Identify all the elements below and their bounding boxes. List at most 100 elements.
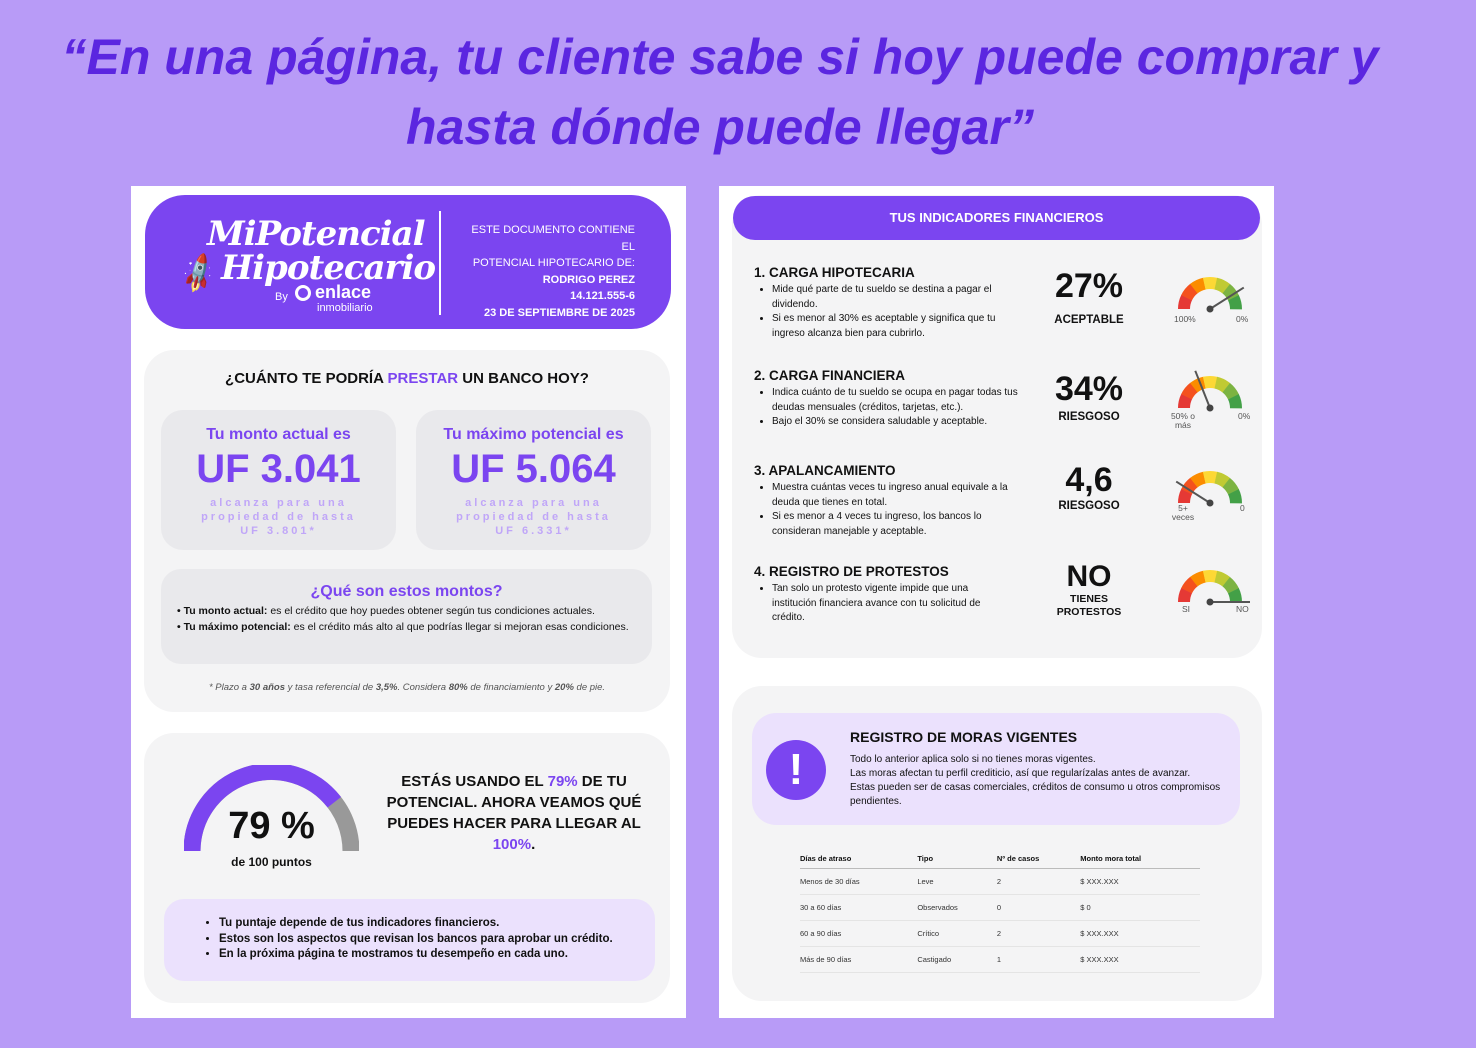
gauge-left-label: 100% xyxy=(1174,314,1196,324)
indicators-card: TUS INDICADORES FINANCIEROS 1. CARGA HIP… xyxy=(732,195,1262,658)
score-note: En la próxima página te mostramos tu des… xyxy=(219,947,655,963)
logo-line1: MiPotencial xyxy=(207,214,426,254)
table-cell: $ 0 xyxy=(1080,894,1200,921)
explanation-item-text: es el crédito que hoy puedes obtener seg… xyxy=(267,605,595,617)
msg-b: 79% xyxy=(547,773,578,790)
enlace-logo-icon xyxy=(295,285,311,302)
indicator-bullet: Tan solo un protesto vigente impide que … xyxy=(772,582,1012,626)
score-note: Estos son los aspectos que revisan los b… xyxy=(219,932,655,948)
gauge-right-label: 0% xyxy=(1238,411,1251,421)
moras-card: ! REGISTRO DE MORAS VIGENTES Todo lo ant… xyxy=(732,686,1262,1001)
gauge-pivot xyxy=(1206,598,1214,606)
indicator-bullet: Si es menor al 30% es aceptable y signif… xyxy=(772,312,1030,341)
gauge-segment xyxy=(1214,570,1231,587)
gauge-segment xyxy=(1222,576,1239,594)
score-message: ESTÁS USANDO EL 79% DE TU POTENCIAL. AHO… xyxy=(384,771,644,855)
gauge-segment xyxy=(1227,295,1242,310)
indicator-protests: 4. REGISTRO DE PROTESTOS Tan solo un pro… xyxy=(754,560,1254,626)
header-info: ESTE DOCUMENTO CONTIENE EL POTENCIAL HIP… xyxy=(457,222,635,321)
table-cell: 2 xyxy=(996,920,1081,947)
table-cell: Castigado xyxy=(917,946,997,973)
table-header-row: Días de atraso Tipo Nº de casos Monto mo… xyxy=(800,851,1200,869)
header-divider xyxy=(439,211,441,315)
score-sub: de 100 puntos xyxy=(231,855,312,869)
gauge-right-label: 0 xyxy=(1240,503,1245,513)
table-cell: 60 a 90 días xyxy=(800,920,918,947)
msg-a: ESTÁS USANDO EL xyxy=(401,773,548,790)
loan-footnote: * Plazo a 30 años y tasa referencial de … xyxy=(144,682,670,693)
gauge-needle xyxy=(1194,370,1211,409)
indicator-bullet: Bajo el 30% se considera saludable y ace… xyxy=(772,415,1030,430)
table-cell: Observados xyxy=(917,894,997,921)
msg-e: . xyxy=(531,836,536,853)
table-row: 30 a 60 días Observados 0 $ 0 xyxy=(800,894,1200,921)
fn-g: de financiamiento y xyxy=(467,682,555,693)
headline-quote: “En una página, tu cliente sabe si hoy p… xyxy=(0,22,1440,162)
table-cell: 1 xyxy=(996,946,1081,973)
score-gauge-fill xyxy=(184,765,342,852)
score-value: 79 % xyxy=(228,805,315,847)
indicator-mortgage-load: 1. CARGA HIPOTECARIA Mide qué parte de t… xyxy=(754,265,1254,341)
max-amount-value: UF 5.064 xyxy=(451,447,616,491)
gauge-segment xyxy=(1181,283,1198,301)
indicator-bullet: Si es menor a 4 veces tu ingreso, los ba… xyxy=(772,510,1030,539)
gauge-right-label: 0% xyxy=(1236,314,1249,324)
headline-line1: “En una página, tu cliente sabe si hoy p… xyxy=(61,29,1379,85)
msg-c: DE TU POTENCIAL. AHORA VEAMOS QUÉ PUEDES… xyxy=(386,773,642,832)
gauge-segment xyxy=(1178,587,1193,603)
indicator-status: RIESGOSO xyxy=(1058,411,1120,423)
question-post: UN BANCO HOY? xyxy=(458,370,589,387)
indicator-gauge xyxy=(1178,570,1250,606)
table-cell: $ XXX.XXX xyxy=(1080,868,1200,895)
moras-line: Todo lo anterior aplica solo si no tiene… xyxy=(850,754,1096,765)
gauge-segment xyxy=(1227,588,1242,603)
indicator-value: 34% xyxy=(1054,370,1124,408)
column-header: Nº de casos xyxy=(996,851,1081,869)
fn-e: . Considera xyxy=(397,682,449,693)
gauge-segment xyxy=(1227,489,1242,504)
report-date: 23 DE SEPTIEMBRE DE 2025 xyxy=(483,306,635,319)
brand-logo: enlace inmobiliario xyxy=(295,283,373,315)
moras-title: REGISTRO DE MORAS VIGENTES xyxy=(850,729,1078,745)
indicator-gauge xyxy=(1178,370,1242,412)
moras-line: Las moras afectan tu perfil crediticio, … xyxy=(850,768,1191,779)
table-cell: Menos de 30 días xyxy=(800,868,918,895)
indicator-gauge xyxy=(1175,471,1242,507)
gauge-pivot xyxy=(1206,404,1214,412)
table-cell: Más de 90 días xyxy=(800,946,918,973)
column-header: Monto mora total xyxy=(1080,851,1200,869)
gauge-pivot xyxy=(1206,305,1214,313)
moras-warning: ! REGISTRO DE MORAS VIGENTES Todo lo ant… xyxy=(752,713,1240,825)
gauge-segment xyxy=(1214,376,1231,393)
current-amount-label: Tu monto actual es xyxy=(206,426,351,443)
gauge-segment xyxy=(1222,382,1239,400)
gauge-left-label: 50% o más xyxy=(1170,411,1196,430)
gauge-segment xyxy=(1227,394,1242,409)
gauge-segment xyxy=(1222,477,1239,495)
gauge-segment xyxy=(1178,488,1193,504)
gauge-segment xyxy=(1178,294,1193,310)
indicators-title: TUS INDICADORES FINANCIEROS xyxy=(733,196,1260,240)
question-highlight: PRESTAR xyxy=(387,370,459,387)
gauge-segment xyxy=(1202,277,1218,290)
moras-text: Todo lo anterior aplica solo si no tiene… xyxy=(850,753,1230,809)
score-card: 79 % de 100 puntos ESTÁS USANDO EL 79% D… xyxy=(144,733,670,1003)
gauge-pivot xyxy=(1206,499,1214,507)
gauge-right-label: NO xyxy=(1236,604,1249,614)
gauge-segment xyxy=(1190,570,1207,587)
gauge-segment xyxy=(1181,382,1198,400)
explanation-item-label: • Tu monto actual: xyxy=(177,605,268,617)
table-row: 60 a 90 días Crítico 2 $ XXX.XXX xyxy=(800,920,1200,947)
fn-i: de pie. xyxy=(573,682,606,693)
indicator-financial-load: 2. CARGA FINANCIERA Indica cuánto de tu … xyxy=(754,368,1254,430)
table-cell: Crítico xyxy=(917,920,997,947)
indicator-bullet: Indica cuánto de tu sueldo se ocupa en p… xyxy=(772,386,1030,415)
gauge-left-label: 5+ veces xyxy=(1171,503,1195,522)
explanation-item-label: • Tu máximo potencial: xyxy=(177,621,291,633)
table-row: Menos de 30 días Leve 2 $ XXX.XXX xyxy=(800,868,1200,895)
exclamation-icon: ! xyxy=(766,740,826,800)
indicator-title: 2. CARGA FINANCIERA xyxy=(754,368,906,383)
score-note: Tu puntaje depende de tus indicadores fi… xyxy=(219,916,655,932)
indicator-status: ACEPTABLE xyxy=(1054,314,1124,326)
fn-b: 30 años xyxy=(249,682,285,693)
